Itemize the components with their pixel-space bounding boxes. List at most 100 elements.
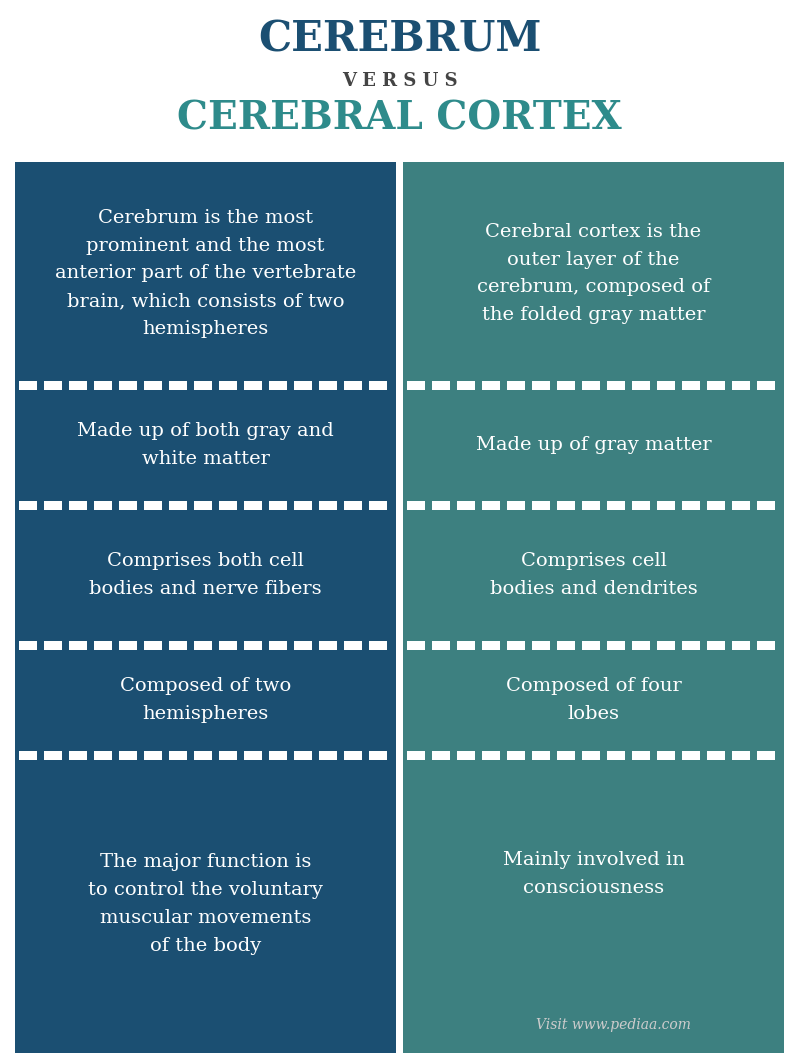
Bar (344, 381, 362, 389)
Bar (432, 501, 450, 509)
Bar (144, 501, 162, 509)
Bar (44, 381, 62, 389)
Bar (732, 641, 750, 649)
Bar (632, 750, 650, 760)
Bar (657, 750, 675, 760)
Bar (194, 641, 212, 649)
Bar (344, 501, 362, 509)
Text: The major function is
to control the voluntary
muscular movements
of the body: The major function is to control the vol… (88, 853, 323, 955)
Text: Made up of both gray and
white matter: Made up of both gray and white matter (78, 422, 334, 468)
Bar (269, 750, 287, 760)
Bar (19, 381, 37, 389)
Bar (344, 641, 362, 649)
Bar (244, 501, 262, 509)
Bar (707, 641, 725, 649)
Bar (457, 641, 475, 649)
Bar (294, 501, 312, 509)
Bar (294, 381, 312, 389)
Bar (169, 501, 187, 509)
Bar (294, 641, 312, 649)
Bar (0, 0, 799, 162)
Bar (657, 381, 675, 389)
Bar (507, 641, 525, 649)
Bar (407, 750, 425, 760)
Bar (244, 750, 262, 760)
Bar (369, 750, 387, 760)
Bar (557, 750, 575, 760)
Bar (119, 641, 137, 649)
Bar (15, 162, 396, 385)
Bar (144, 750, 162, 760)
Bar (757, 501, 775, 509)
Bar (169, 641, 187, 649)
Bar (44, 750, 62, 760)
Bar (607, 750, 625, 760)
Bar (482, 750, 500, 760)
Bar (403, 645, 784, 755)
Bar (69, 750, 87, 760)
Bar (369, 641, 387, 649)
Bar (169, 750, 187, 760)
Text: Cerebrum is the most
prominent and the most
anterior part of the vertebrate
brai: Cerebrum is the most prominent and the m… (55, 209, 356, 338)
Bar (657, 641, 675, 649)
Bar (707, 381, 725, 389)
Bar (757, 381, 775, 389)
Text: Comprises cell
bodies and dendrites: Comprises cell bodies and dendrites (490, 552, 698, 598)
Bar (94, 381, 112, 389)
Bar (407, 501, 425, 509)
Bar (403, 755, 784, 1053)
Bar (582, 381, 600, 389)
Bar (19, 750, 37, 760)
Bar (457, 750, 475, 760)
Bar (19, 641, 37, 649)
Bar (44, 501, 62, 509)
Bar (507, 381, 525, 389)
Text: CEREBRUM: CEREBRUM (258, 18, 541, 60)
Bar (119, 381, 137, 389)
Bar (432, 381, 450, 389)
Bar (582, 641, 600, 649)
Bar (94, 501, 112, 509)
Bar (582, 750, 600, 760)
Bar (632, 641, 650, 649)
Bar (657, 501, 675, 509)
Bar (607, 501, 625, 509)
Bar (707, 501, 725, 509)
Bar (732, 750, 750, 760)
Bar (94, 641, 112, 649)
Bar (69, 381, 87, 389)
Text: Composed of two
hemispheres: Composed of two hemispheres (120, 677, 291, 723)
Bar (607, 381, 625, 389)
Bar (532, 750, 550, 760)
Bar (94, 750, 112, 760)
Bar (732, 381, 750, 389)
Bar (194, 750, 212, 760)
Bar (432, 641, 450, 649)
Bar (319, 381, 337, 389)
Bar (319, 501, 337, 509)
Bar (194, 501, 212, 509)
Bar (19, 501, 37, 509)
Bar (607, 641, 625, 649)
Bar (319, 750, 337, 760)
Bar (532, 641, 550, 649)
Bar (144, 641, 162, 649)
Bar (369, 381, 387, 389)
Text: Cerebral cortex is the
outer layer of the
cerebrum, composed of
the folded gray : Cerebral cortex is the outer layer of th… (477, 223, 710, 325)
Bar (244, 641, 262, 649)
Bar (269, 641, 287, 649)
Bar (244, 381, 262, 389)
Bar (219, 641, 237, 649)
Bar (707, 750, 725, 760)
Bar (557, 381, 575, 389)
Bar (582, 501, 600, 509)
Bar (407, 641, 425, 649)
Bar (557, 501, 575, 509)
Bar (15, 645, 396, 755)
Bar (757, 750, 775, 760)
Bar (482, 641, 500, 649)
Text: V E R S U S: V E R S U S (342, 72, 457, 90)
Text: Comprises both cell
bodies and nerve fibers: Comprises both cell bodies and nerve fib… (89, 552, 322, 598)
Bar (269, 501, 287, 509)
Bar (119, 750, 137, 760)
